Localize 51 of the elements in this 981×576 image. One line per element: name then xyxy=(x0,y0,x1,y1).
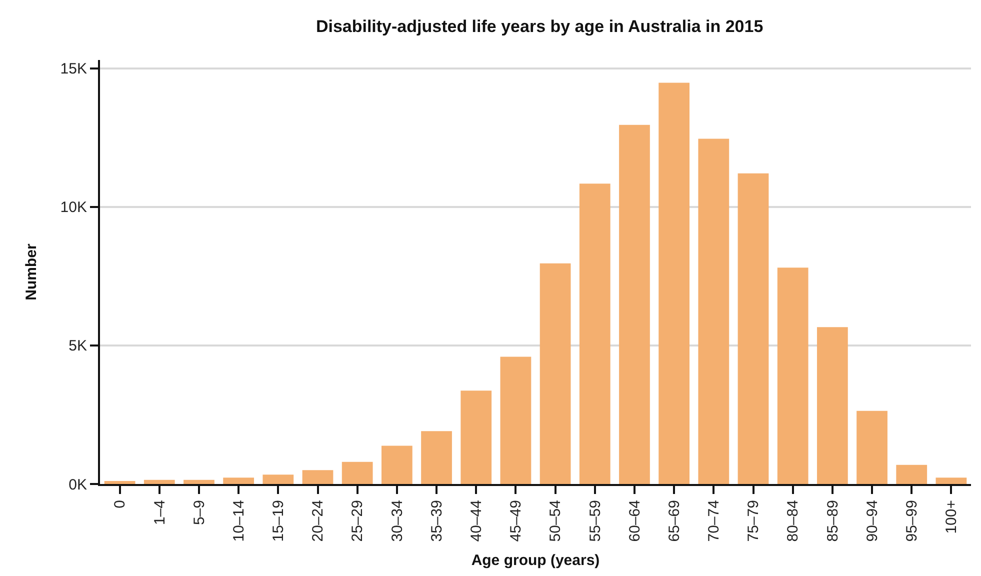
x-tick-label: 65–69 xyxy=(666,500,683,542)
bar xyxy=(223,478,254,484)
x-tick-label: 50–54 xyxy=(547,500,564,542)
x-tick-label: 45–49 xyxy=(508,500,525,542)
bar xyxy=(460,390,492,484)
bar xyxy=(540,263,571,484)
bar xyxy=(144,480,175,484)
bar xyxy=(262,474,294,484)
x-tick-label: 75–79 xyxy=(745,500,762,542)
bar xyxy=(658,82,690,484)
bar xyxy=(104,480,136,484)
x-tick-label: 40–44 xyxy=(468,500,485,542)
bar xyxy=(421,431,452,484)
bar xyxy=(381,446,412,484)
bar xyxy=(896,464,928,484)
bar xyxy=(619,124,650,484)
x-tick-label: 95–99 xyxy=(903,500,920,542)
chart-title: Disability-adjusted life years by age in Australia in 2015 xyxy=(316,17,764,36)
y-tick-label: 0K xyxy=(68,476,87,494)
x-tick-label: 70–74 xyxy=(706,500,723,542)
bar xyxy=(342,462,373,484)
x-tick-label: 0 xyxy=(112,500,129,508)
x-tick-label: 80–84 xyxy=(784,500,802,542)
x-tick-label: 25–29 xyxy=(349,500,366,542)
bar xyxy=(579,184,610,484)
x-tick-label: 30–34 xyxy=(388,500,406,542)
bar xyxy=(936,478,967,484)
bar xyxy=(500,356,532,484)
x-tick-label: 5–9 xyxy=(190,500,208,526)
x-tick-label: 60–64 xyxy=(626,500,644,542)
bar xyxy=(777,268,808,484)
x-tick-label: 90–94 xyxy=(864,500,881,542)
x-tick-label: 55–59 xyxy=(586,500,604,542)
bar xyxy=(698,138,730,484)
x-axis-title: Age group (years) xyxy=(471,552,600,570)
x-tick-label: 15–19 xyxy=(270,500,288,542)
x-tick-label: 85–89 xyxy=(824,500,842,542)
x-tick-label: 100+ xyxy=(943,500,960,534)
bar xyxy=(856,410,888,484)
y-tick-label: 15K xyxy=(60,60,87,78)
y-tick-label: 10K xyxy=(60,199,87,216)
bar xyxy=(184,480,214,484)
bar xyxy=(302,470,334,484)
x-tick-label: 1–4 xyxy=(151,500,168,526)
x-tick-label: 35–39 xyxy=(428,500,446,542)
bar xyxy=(816,327,848,484)
x-tick-label: 20–24 xyxy=(310,500,327,542)
y-axis-title: Number xyxy=(23,244,40,300)
x-tick-label: 10–14 xyxy=(230,500,248,542)
y-tick-label: 5K xyxy=(68,338,87,355)
bar xyxy=(738,173,769,484)
